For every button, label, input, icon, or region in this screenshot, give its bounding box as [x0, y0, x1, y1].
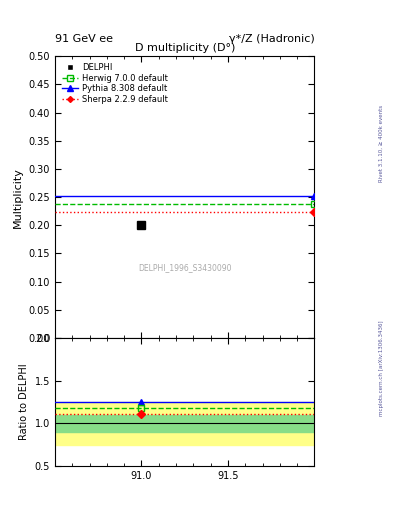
- Title: D multiplicity (D°): D multiplicity (D°): [134, 43, 235, 53]
- Text: mcplots.cern.ch [arXiv:1306.3436]: mcplots.cern.ch [arXiv:1306.3436]: [379, 321, 384, 416]
- Legend: DELPHI, Herwig 7.0.0 default, Pythia 8.308 default, Sherpa 2.2.9 default: DELPHI, Herwig 7.0.0 default, Pythia 8.3…: [59, 60, 170, 106]
- Text: 91 GeV ee: 91 GeV ee: [55, 33, 113, 44]
- Y-axis label: Ratio to DELPHI: Ratio to DELPHI: [19, 364, 29, 440]
- Text: γ*/Z (Hadronic): γ*/Z (Hadronic): [229, 33, 314, 44]
- Bar: [55, 402, 314, 444]
- Text: DELPHI_1996_S3430090: DELPHI_1996_S3430090: [138, 263, 231, 272]
- Bar: [55, 415, 314, 432]
- Y-axis label: Multiplicity: Multiplicity: [13, 167, 23, 227]
- Text: Rivet 3.1.10, ≥ 400k events: Rivet 3.1.10, ≥ 400k events: [379, 105, 384, 182]
